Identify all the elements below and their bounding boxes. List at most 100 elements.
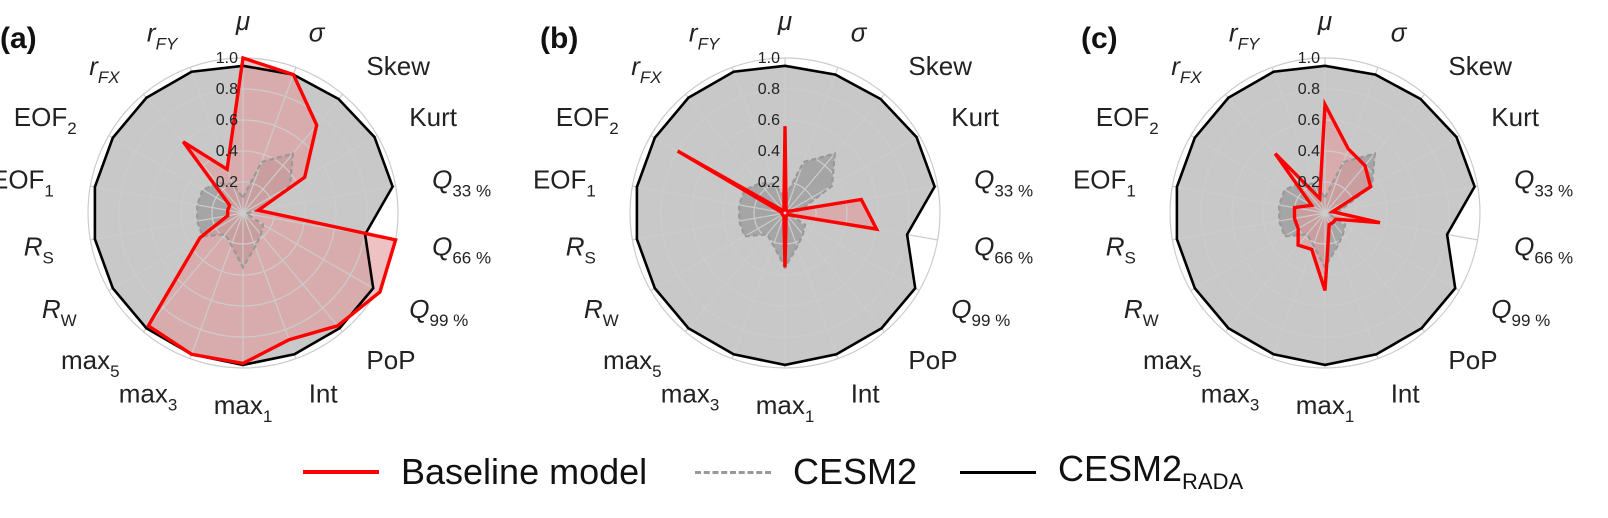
axis-label: Kurt (409, 102, 457, 132)
axis-label-sub: 66 % (1534, 248, 1573, 267)
axis-label-sub: 3 (1250, 395, 1259, 414)
r-tick-label: 0.8 (216, 81, 238, 98)
axis-label: Q33 % (974, 165, 1033, 201)
r-tick-label: 0.8 (1298, 81, 1320, 98)
axis-label-sub: FX (98, 68, 120, 87)
grid-spoke (1324, 185, 1478, 214)
axis-label-sub: 33 % (1534, 182, 1573, 201)
axis-label: max1 (214, 390, 273, 426)
axis-label: RS (24, 231, 54, 267)
legend-label-rada-sub: RADA (1182, 469, 1244, 495)
axis-label: Skew (366, 51, 430, 81)
axis-label-main: Q (951, 294, 971, 324)
axis-label: μ (235, 6, 250, 36)
axis-label: max3 (119, 378, 178, 414)
axis-label-main: μ (777, 6, 792, 36)
axis-label: rFY (147, 18, 179, 54)
axis-label-main: max (756, 390, 805, 420)
axis-label: PoP (908, 345, 957, 375)
axis-label: max3 (661, 378, 720, 414)
grid-spoke (632, 212, 786, 241)
r-tick-label: 0.4 (216, 143, 238, 160)
axis-label: max5 (1143, 345, 1202, 381)
series-line-cesm2-rada (1175, 64, 1477, 367)
axis-label-main: EOF (14, 102, 67, 132)
grid-spoke (242, 212, 378, 292)
grid-spoke (684, 212, 786, 333)
axis-label: rFY (689, 18, 721, 54)
axis-label-main: EOF (533, 165, 586, 195)
axis-label: rFY (1229, 18, 1261, 54)
axis-label-sub: W (1143, 311, 1159, 330)
grid-spoke (650, 212, 786, 292)
axis-label-sub: 66 % (994, 248, 1033, 267)
axis-label-sub: W (603, 311, 619, 330)
axis-label-sub: 66 % (452, 248, 491, 267)
axis-label-sub: 2 (1149, 119, 1158, 138)
axis-label-main: R (566, 231, 585, 261)
panel-label: (b) (540, 22, 578, 55)
series-line-baseline (1273, 98, 1381, 292)
axis-label-main: PoP (908, 345, 957, 375)
axis-label-main: R (1124, 294, 1143, 324)
axis-label-main: max (1201, 378, 1250, 408)
r-tick-label: 0.6 (758, 112, 780, 129)
series-line-cesm2-rada (635, 64, 937, 367)
grid-spoke (242, 134, 378, 214)
legend-item-baseline: Baseline model (303, 450, 647, 494)
grid-spoke (242, 212, 297, 359)
axis-label-sub: 2 (67, 119, 76, 138)
axis-label-sub: 1 (586, 182, 595, 201)
axis-label: RS (566, 231, 596, 267)
axis-label-sub: 1 (263, 407, 272, 426)
axis-label: PoP (366, 345, 415, 375)
axis-label-main: Q (409, 294, 429, 324)
grid-spoke (1324, 212, 1426, 333)
axis-label: Int (851, 378, 881, 408)
axis-label-main: max (661, 378, 710, 408)
axis-label-main: max (603, 345, 652, 375)
legend-label-rada: CESM2RADA (1058, 448, 1243, 495)
series-fill-baseline (148, 58, 396, 364)
axis-label-main: σ (1391, 18, 1408, 48)
axis-label-main: Kurt (409, 102, 457, 132)
axis-label-sub: 33 % (452, 182, 491, 201)
axis-label-main: R (42, 294, 61, 324)
grid-spoke (90, 212, 244, 241)
axis-label-main: max (1296, 390, 1345, 420)
r-tick-label: 1.0 (758, 50, 780, 67)
axis-label-sub: 5 (110, 362, 119, 381)
legend-item-cesm2: CESM2 (695, 450, 917, 494)
axis-label: σ (309, 18, 326, 48)
legend-swatch-baseline (303, 470, 379, 474)
axis-label-main: Q (974, 231, 994, 261)
axis-label: max1 (1296, 390, 1355, 426)
axis-label: σ (1391, 18, 1408, 48)
axis-label-sub: 3 (168, 395, 177, 414)
axis-label-main: Kurt (1491, 102, 1539, 132)
grid-spoke (1224, 212, 1326, 333)
axis-label-sub: S (43, 248, 54, 267)
grid-spoke (1190, 134, 1326, 214)
axis-label-sub: 5 (652, 362, 661, 381)
axis-label-main: max (61, 345, 110, 375)
axis-label-sub: FX (1180, 68, 1202, 87)
axis-label-main: Int (309, 378, 339, 408)
legend-item-rada: CESM2RADA (960, 448, 1243, 495)
axis-label-sub: 1 (1345, 407, 1354, 426)
axis-label-main: Skew (908, 51, 972, 81)
axis-label: Skew (1448, 51, 1512, 81)
axis-label-main: Int (851, 378, 881, 408)
axis-label: σ (851, 18, 868, 48)
axis-label: RS (1106, 231, 1136, 267)
axis-label-sub: 99 % (1512, 311, 1551, 330)
axis-label: EOF1 (0, 165, 54, 201)
axis-label-main: max (1143, 345, 1192, 375)
axis-label: EOF1 (533, 165, 596, 201)
axis-label: RW (1124, 294, 1159, 330)
axis-label-sub: S (585, 248, 596, 267)
legend-swatch-rada (960, 470, 1036, 474)
axis-label-sub: 5 (1192, 362, 1201, 381)
legend-swatch-cesm2 (695, 470, 771, 474)
